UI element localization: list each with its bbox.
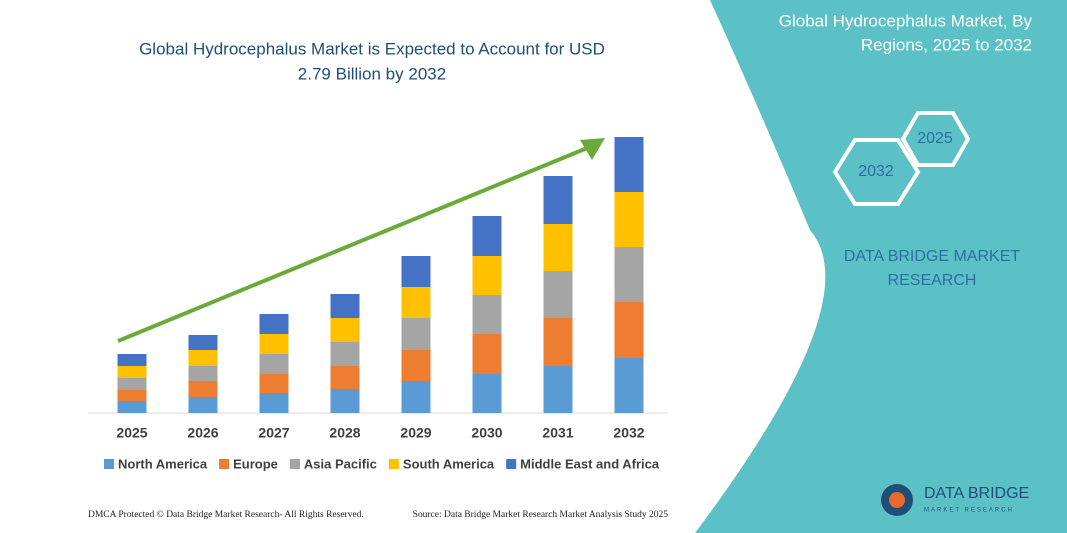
brand-text: RESEARCH	[888, 272, 977, 289]
bar-segment	[259, 334, 289, 354]
bar-segment	[117, 390, 147, 401]
bar-segment	[330, 318, 360, 342]
panel-title: Global Hydrocephalus Market, By	[779, 11, 1033, 30]
bar-segment	[472, 256, 502, 295]
bar-segment	[472, 334, 502, 374]
bar-segment	[117, 354, 147, 366]
legend-swatch	[388, 459, 399, 469]
trend-arrow-head	[580, 138, 605, 160]
bar-segment	[188, 335, 218, 350]
hexagon-label: 2032	[858, 163, 894, 180]
bar-segment	[543, 271, 573, 318]
x-tick-label: 2030	[471, 425, 502, 441]
side-panel	[695, 0, 1067, 533]
bar-segment	[259, 393, 289, 413]
bar-segment	[614, 247, 644, 302]
bar-segment	[330, 366, 360, 389]
legend-swatch	[289, 459, 300, 469]
chart-title: Global Hydrocephalus Market is Expected …	[139, 39, 605, 58]
x-tick-label: 2028	[329, 425, 360, 441]
bar-segment	[614, 137, 644, 192]
bar-segment	[117, 378, 147, 390]
brand-text: DATA BRIDGE MARKET	[844, 248, 1021, 265]
bar-segment	[543, 318, 573, 366]
legend-label: Middle East and Africa	[520, 456, 660, 471]
legend-label: North America	[118, 456, 208, 471]
footer-note: Source: Data Bridge Market Research Mark…	[413, 510, 669, 520]
legend-swatch	[506, 459, 517, 469]
bar-segment	[614, 302, 644, 358]
hexagon-label: 2025	[917, 130, 953, 147]
bar-segment	[117, 401, 147, 413]
bar-segment	[188, 366, 218, 381]
bar-segment	[259, 354, 289, 374]
bar-segment	[117, 366, 147, 378]
legend-label: Europe	[233, 456, 278, 471]
bar-segment	[401, 318, 431, 350]
hexagon	[900, 111, 971, 167]
bar-segment	[188, 397, 218, 413]
x-tick-label: 2026	[187, 425, 218, 441]
legend-label: Asia Pacific	[304, 456, 377, 471]
bar-segment	[543, 366, 573, 413]
bar-segment	[543, 224, 573, 271]
bar-segment	[401, 381, 431, 413]
x-tick-label: 2027	[258, 425, 289, 441]
logo-text: DATA BRIDGE	[924, 485, 1029, 502]
bar-segment	[472, 295, 502, 334]
bar-segment	[472, 216, 502, 256]
chart-title: 2.79 Billion by 2032	[298, 64, 446, 83]
logo-icon	[889, 492, 905, 508]
bar-segment	[259, 314, 289, 334]
bar-segment	[472, 374, 502, 413]
hexagon	[832, 138, 921, 206]
footer-note: DMCA Protected © Data Bridge Market Rese…	[88, 509, 364, 520]
legend-swatch	[104, 459, 114, 469]
x-tick-label: 2025	[116, 425, 147, 441]
legend-swatch	[219, 459, 230, 469]
x-tick-label: 2031	[542, 425, 573, 441]
bar-segment	[259, 374, 289, 393]
bar-segment	[401, 287, 431, 318]
bar-segment	[188, 350, 218, 366]
x-tick-label: 2029	[400, 425, 431, 441]
bar-segment	[330, 389, 360, 413]
bar-segment	[614, 192, 644, 247]
bar-segment	[188, 381, 218, 397]
bar-segment	[330, 294, 360, 318]
bar-segment	[401, 350, 431, 381]
bar-segment	[401, 256, 431, 287]
trend-arrow	[117, 144, 593, 343]
legend-label: South America	[403, 456, 495, 471]
bar-segment	[614, 358, 644, 413]
panel-title: Regions, 2025 to 2032	[861, 35, 1032, 54]
bar-segment	[330, 342, 360, 366]
x-tick-label: 2032	[613, 425, 644, 441]
logo-text: MARKET RESEARCH	[924, 508, 1014, 514]
bar-segment	[543, 176, 573, 224]
